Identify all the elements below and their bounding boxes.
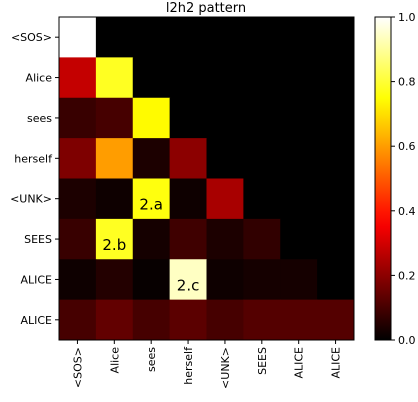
heatmap-cell	[169, 138, 207, 179]
cell-annotation: 2.a	[139, 196, 163, 214]
y-tick-label: ALICE	[20, 273, 52, 286]
x-tick-label: SEES	[256, 347, 269, 375]
heatmap-cell	[280, 138, 318, 179]
colorbar	[374, 16, 392, 341]
heatmap-cell	[317, 178, 355, 220]
heatmap-cell	[243, 57, 281, 99]
colorbar-tick-label: 1.0	[398, 11, 416, 24]
heatmap-cell	[95, 259, 134, 301]
heatmap-cell	[132, 178, 171, 220]
heatmap-cell	[59, 97, 97, 139]
heatmap-cell	[206, 17, 244, 58]
x-tick-label: <UNK>	[219, 347, 232, 389]
heatmap-cell	[132, 218, 171, 260]
heatmap-cell	[280, 178, 318, 220]
heatmap-cell	[169, 259, 207, 301]
x-tick-label: ALICE	[293, 347, 306, 379]
heatmap-cell	[317, 138, 355, 179]
y-tick-label: ALICE	[20, 314, 52, 327]
annotations: 2.a 2.b 2.c	[102, 196, 199, 295]
y-axis: <SOS> Alice sees herself <UNK> SEES ALICE ALICE	[10, 31, 59, 327]
heatmap-cell	[317, 97, 355, 139]
heatmap-cell	[132, 97, 171, 139]
heatmap-cell	[317, 299, 355, 341]
colorbar-tick-label: 0.4	[398, 205, 416, 218]
heatmap-cell	[59, 138, 97, 179]
heatmap-cell	[280, 259, 318, 301]
heatmap-cell	[317, 218, 355, 260]
heatmap-cells	[59, 17, 355, 341]
heatmap-cell	[169, 57, 207, 99]
heatmap-cell	[132, 57, 171, 99]
heatmap-cell	[317, 259, 355, 301]
heatmap-cell	[280, 97, 318, 139]
heatmap-cell	[132, 138, 171, 179]
heatmap-cell	[243, 138, 281, 179]
heatmap-cell	[280, 218, 318, 260]
heatmap-cell	[59, 218, 97, 260]
heatmap-cell	[95, 138, 134, 179]
x-tick-label: ALICE	[330, 347, 343, 379]
heatmap-cell	[95, 218, 134, 260]
plot-frame	[58, 16, 355, 341]
heatmap-cell	[95, 17, 134, 58]
heatmap-cell	[243, 17, 281, 58]
colorbar-axis: 0.0 0.2 0.4 0.6 0.8 1.0	[391, 11, 416, 347]
y-tick-label: <SOS>	[11, 31, 52, 44]
x-axis: <SOS> Alice sees herself <UNK> SEES ALICE ALICE	[71, 340, 343, 389]
heatmap-cell	[206, 259, 244, 301]
heatmap-cell	[206, 218, 244, 260]
heatmap-cell	[206, 138, 244, 179]
heatmap-cell	[243, 218, 281, 260]
heatmap-cell	[59, 57, 97, 99]
heatmap-cell	[280, 299, 318, 341]
colorbar-tick-label: 0.2	[398, 269, 416, 282]
colorbar-tick-label: 0.0	[398, 334, 416, 347]
heatmap-cell	[169, 97, 207, 139]
heatmap-cell	[243, 97, 281, 139]
heatmap-cell	[95, 57, 134, 99]
heatmap-cell	[317, 57, 355, 99]
cell-annotation: 2.b	[102, 236, 126, 254]
heatmap-cell	[59, 178, 97, 220]
heatmap-cell	[206, 57, 244, 99]
y-tick-label: SEES	[24, 233, 52, 246]
heatmap-cell	[243, 178, 281, 220]
heatmap-cell	[280, 57, 318, 99]
x-tick-label: Alice	[108, 347, 121, 374]
heatmap-cell	[95, 97, 134, 139]
heatmap-cell	[169, 299, 207, 341]
heatmap-cell	[243, 299, 281, 341]
colorbar-tick-label: 0.6	[398, 140, 416, 153]
heatmap-cell	[280, 17, 318, 58]
y-tick-label: sees	[27, 112, 52, 125]
heatmap-cell	[59, 259, 97, 301]
heatmap-cell	[132, 299, 171, 341]
y-tick-label: Alice	[26, 72, 53, 85]
x-tick-label: herself	[182, 346, 195, 385]
heatmap-cell	[169, 178, 207, 220]
y-tick-label: herself	[14, 152, 53, 165]
heatmap-cell	[169, 17, 207, 58]
heatmap-cell	[317, 17, 355, 58]
heatmap-cell	[206, 97, 244, 139]
heatmap-cell	[95, 299, 134, 341]
heatmap-cell	[243, 259, 281, 301]
heatmap-cell	[132, 259, 171, 301]
x-tick-label: <SOS>	[71, 347, 84, 388]
cell-annotation: 2.c	[177, 276, 200, 294]
heatmap-cell	[169, 218, 207, 260]
heatmap-cell	[59, 17, 97, 58]
heatmap-cell	[206, 299, 244, 341]
x-tick-label: sees	[145, 347, 158, 372]
heatmap-cell	[95, 178, 134, 220]
y-tick-label: <UNK>	[10, 193, 52, 206]
heatmap-cell	[206, 178, 244, 220]
colorbar-tick-label: 0.8	[398, 76, 416, 89]
heatmap-cell	[59, 299, 97, 341]
chart-title: l2h2 pattern	[166, 1, 246, 16]
heatmap-cell	[132, 17, 171, 58]
